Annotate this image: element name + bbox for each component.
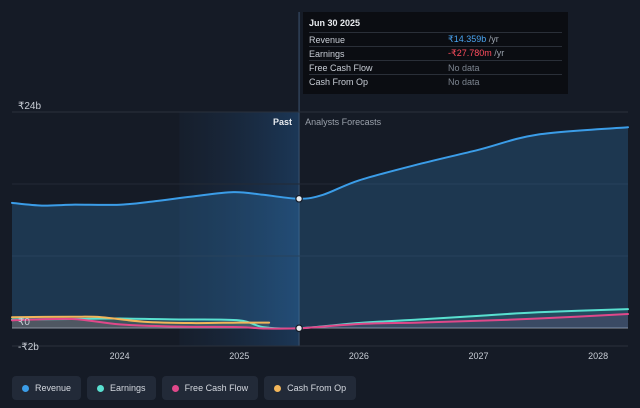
tooltip-row-fcf: Free Cash Flow No data — [309, 60, 562, 74]
legend-label: Revenue — [35, 383, 71, 393]
tooltip-value: No data — [448, 77, 480, 87]
tooltip-date: Jun 30 2025 — [309, 18, 562, 28]
legend-label: Cash From Op — [287, 383, 346, 393]
legend-item-free-cash-flow[interactable]: Free Cash Flow — [162, 376, 259, 400]
tooltip-label: Cash From Op — [309, 77, 448, 87]
legend-dot-icon — [97, 385, 104, 392]
tooltip: Jun 30 2025 Revenue ₹14.359b /yr Earning… — [303, 12, 568, 94]
tooltip-row-revenue: Revenue ₹14.359b /yr — [309, 32, 562, 46]
tooltip-value: -₹27.780m — [448, 48, 492, 58]
tooltip-label: Earnings — [309, 49, 448, 59]
tooltip-row-earnings: Earnings -₹27.780m /yr — [309, 46, 562, 60]
legend-dot-icon — [22, 385, 29, 392]
y-tick-label: ₹24b — [18, 101, 41, 112]
tooltip-label: Free Cash Flow — [309, 63, 448, 73]
y-tick-label: ₹0 — [18, 317, 30, 328]
highlight-point-revenue — [296, 196, 302, 202]
x-tick-label: 2028 — [588, 351, 608, 361]
highlight-point-earnings — [296, 325, 302, 331]
x-tick-label: 2027 — [468, 351, 488, 361]
legend-item-revenue[interactable]: Revenue — [12, 376, 81, 400]
legend: Revenue Earnings Free Cash Flow Cash Fro… — [12, 376, 356, 400]
y-tick-label: -₹2b — [18, 342, 39, 353]
tooltip-unit: /yr — [486, 34, 499, 44]
tooltip-value: ₹14.359b — [448, 34, 486, 44]
forecast-label: Analysts Forecasts — [305, 117, 382, 127]
legend-dot-icon — [172, 385, 179, 392]
legend-item-cash-from-op[interactable]: Cash From Op — [264, 376, 356, 400]
legend-label: Free Cash Flow — [185, 383, 249, 393]
tooltip-value: No data — [448, 63, 480, 73]
tooltip-label: Revenue — [309, 35, 448, 45]
x-tick-label: 2024 — [110, 351, 130, 361]
tooltip-unit: /yr — [492, 48, 505, 58]
x-tick-label: 2026 — [349, 351, 369, 361]
legend-dot-icon — [274, 385, 281, 392]
past-label: Past — [273, 117, 292, 127]
legend-label: Earnings — [110, 383, 146, 393]
x-tick-label: 2025 — [229, 351, 249, 361]
tooltip-row-cfo: Cash From Op No data — [309, 74, 562, 88]
legend-item-earnings[interactable]: Earnings — [87, 376, 156, 400]
series-area-revenue — [12, 127, 628, 328]
